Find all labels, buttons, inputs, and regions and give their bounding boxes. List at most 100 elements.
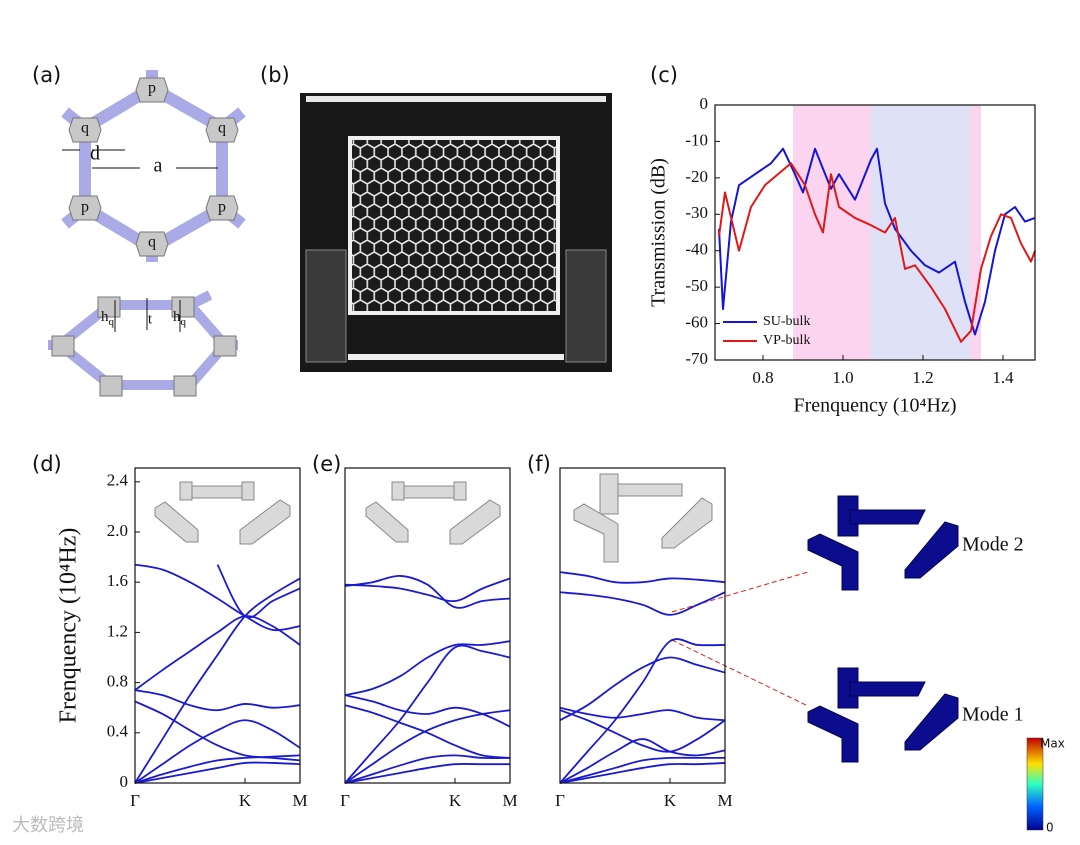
x-tick-label: M bbox=[292, 791, 307, 810]
colorbar bbox=[1026, 737, 1044, 831]
chart: (e) Γ K M bbox=[312, 452, 518, 810]
data-line bbox=[344, 763, 510, 784]
mode-label: Mode 2 bbox=[962, 534, 1024, 556]
x-tick-label: Γ bbox=[555, 791, 565, 810]
dimension-lines bbox=[114, 298, 181, 332]
data-line bbox=[134, 577, 301, 784]
data-line bbox=[559, 656, 726, 722]
honeycomb-sample bbox=[348, 136, 560, 315]
plot-frame bbox=[714, 104, 1036, 361]
site-label: q bbox=[81, 120, 89, 137]
dimension-label: hq bbox=[101, 309, 115, 327]
dimension-label: t bbox=[148, 311, 153, 327]
x-tick-label: Γ bbox=[340, 791, 350, 810]
y-axis-label: Frenquency (10⁴Hz) bbox=[56, 528, 82, 724]
data-line bbox=[559, 756, 725, 784]
chart: (f) Γ K M bbox=[527, 452, 733, 810]
x-tick-label: M bbox=[717, 791, 732, 810]
x-tick-label: 1.4 bbox=[992, 368, 1014, 387]
photo-frame bbox=[306, 96, 606, 102]
x-tick-label: Γ bbox=[130, 791, 140, 810]
y-tick-label: 1.6 bbox=[107, 571, 128, 590]
panel-a: (a) p q p q p q d a bbox=[32, 63, 246, 397]
y-tick-label: 0 bbox=[120, 772, 129, 791]
dimension-label: h bbox=[173, 309, 181, 325]
data-line bbox=[344, 577, 511, 603]
chart: (d) Γ K M 0 0.4 0.8 1.2 1.6 2.0 2.4 Frenquency (10⁴… bbox=[32, 452, 308, 810]
mode-pointers bbox=[671, 571, 809, 707]
legend-label: VP-bulk bbox=[763, 333, 810, 348]
dimension-label: hq bbox=[173, 309, 187, 327]
data-line bbox=[344, 575, 511, 609]
mode-label: Mode 1 bbox=[962, 704, 1024, 726]
y-tick-label: -20 bbox=[685, 167, 708, 186]
chart: (c) 0.8 1.0 1.2 1.4 0 -10 -20 -30 -40 -50 -60 -70 Tra… bbox=[648, 63, 1036, 417]
plot-frame bbox=[344, 467, 511, 784]
bracket bbox=[305, 249, 347, 363]
mode-shapes bbox=[807, 495, 959, 763]
site-label: p bbox=[218, 199, 226, 216]
site-label: p bbox=[81, 199, 89, 216]
data-line bbox=[134, 719, 301, 784]
panel-label: (a) bbox=[32, 63, 61, 87]
y-tick-label: 0.8 bbox=[107, 672, 128, 691]
data-line bbox=[344, 644, 511, 784]
x-tick-label: 0.8 bbox=[752, 368, 773, 387]
site-label: p bbox=[148, 80, 156, 97]
x-tick-label: 1.0 bbox=[832, 368, 853, 387]
data-line bbox=[344, 709, 511, 784]
shaded-region bbox=[871, 105, 970, 360]
dimension-lines bbox=[62, 149, 218, 169]
site-blocks bbox=[68, 77, 239, 257]
y-axis-label: Transmission (dB) bbox=[648, 158, 670, 307]
data-line bbox=[559, 591, 726, 616]
base-bar bbox=[348, 354, 564, 360]
x-tick-label: K bbox=[239, 791, 252, 810]
panel-label: (f) bbox=[527, 452, 551, 476]
panel-label: (c) bbox=[650, 63, 678, 87]
legend-label: SU-bulk bbox=[763, 314, 810, 329]
colorbar-min: 0 bbox=[1046, 821, 1054, 835]
site-label: q bbox=[148, 234, 156, 251]
dimension-subscript: q bbox=[109, 316, 115, 328]
dimension-label: h bbox=[101, 309, 109, 325]
bracket bbox=[565, 249, 607, 363]
data-line bbox=[216, 564, 301, 619]
data-line bbox=[559, 738, 726, 784]
y-tick-label: -50 bbox=[685, 276, 708, 295]
data-line bbox=[134, 563, 301, 632]
y-tick-label: -10 bbox=[685, 130, 708, 149]
data-line bbox=[718, 162, 1036, 343]
panel-label: (e) bbox=[312, 452, 341, 476]
plot-frame bbox=[559, 467, 726, 784]
data-line bbox=[134, 700, 301, 762]
data-line bbox=[718, 147, 1036, 336]
data-line bbox=[559, 709, 726, 753]
x-tick-label: K bbox=[449, 791, 462, 810]
shaded-region bbox=[793, 105, 871, 360]
data-line bbox=[134, 761, 301, 784]
dimension-label: a bbox=[154, 155, 163, 177]
y-tick-label: 2.4 bbox=[107, 471, 129, 490]
y-tick-label: -30 bbox=[685, 203, 708, 222]
x-tick-label: M bbox=[502, 791, 517, 810]
shaded-region bbox=[970, 105, 981, 360]
y-tick-label: -60 bbox=[685, 312, 708, 331]
y-tick-label: 2.0 bbox=[107, 521, 128, 540]
panel-label: (d) bbox=[32, 452, 62, 476]
data-line bbox=[559, 706, 726, 722]
data-line bbox=[344, 754, 511, 784]
ring-3d bbox=[48, 290, 238, 390]
data-line bbox=[344, 640, 511, 697]
x-tick-label: K bbox=[664, 791, 677, 810]
y-tick-label: 0 bbox=[700, 94, 709, 113]
site-labels: p q p q p q bbox=[81, 80, 226, 251]
site-label: q bbox=[218, 120, 226, 137]
dimension-subscript: q bbox=[181, 316, 187, 328]
x-axis-label: Frenquency (10⁴Hz) bbox=[793, 395, 956, 417]
data-line bbox=[134, 615, 301, 691]
data-line bbox=[559, 571, 726, 584]
panel-label: (b) bbox=[260, 63, 290, 87]
data-line bbox=[134, 689, 301, 712]
